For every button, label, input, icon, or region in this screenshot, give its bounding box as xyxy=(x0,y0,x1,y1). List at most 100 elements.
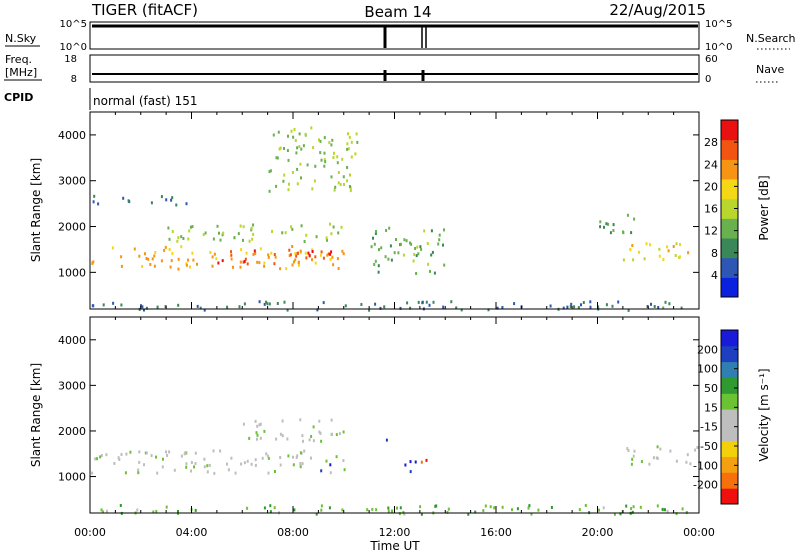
power-cell xyxy=(112,301,115,305)
velocity-cell xyxy=(259,422,262,426)
velocity-cell xyxy=(281,434,284,438)
velocity-cell xyxy=(246,506,249,510)
velocity-cell xyxy=(391,509,393,513)
velocity-ylabel: Slant Range [km] xyxy=(29,363,43,467)
velocity-cell xyxy=(302,439,304,443)
power-cell xyxy=(415,272,418,275)
power-ytick-label: 4000 xyxy=(58,129,86,142)
power-cell xyxy=(393,251,396,255)
velocity-cell xyxy=(256,433,259,437)
velocity-cell xyxy=(669,449,672,453)
velocity-cell xyxy=(267,456,270,460)
power-cell xyxy=(291,245,294,248)
power-cell xyxy=(377,270,380,274)
power-cell xyxy=(276,156,279,160)
power-cell xyxy=(320,253,322,257)
velocity-colorbar-step xyxy=(721,345,738,363)
power-cell xyxy=(239,265,242,269)
power-cell xyxy=(288,248,291,252)
power-cell xyxy=(250,228,253,232)
power-cell xyxy=(597,305,600,309)
velocity-cell xyxy=(254,463,257,467)
power-colorbar-step xyxy=(721,120,738,141)
power-cell xyxy=(289,253,292,257)
power-cell xyxy=(170,259,173,263)
velocity-cell xyxy=(261,456,264,460)
velocity-ytick-label: 3000 xyxy=(58,379,86,392)
power-cell xyxy=(313,179,316,183)
velocity-cell xyxy=(219,449,222,453)
power-cell xyxy=(443,263,446,267)
velocity-cell xyxy=(287,454,290,458)
power-cell xyxy=(297,261,300,265)
velocity-cell xyxy=(626,447,629,451)
velocity-cell xyxy=(119,504,122,507)
power-cell xyxy=(215,257,218,261)
power-cell xyxy=(667,249,670,253)
power-cell xyxy=(390,258,393,262)
power-cell xyxy=(675,242,678,246)
power-cell xyxy=(199,306,202,310)
power-cell xyxy=(212,237,215,241)
velocity-cell xyxy=(639,505,642,509)
power-cell xyxy=(230,253,233,257)
power-cell xyxy=(650,302,652,306)
power-cell xyxy=(607,222,610,226)
power-cell xyxy=(419,245,422,249)
power-cell xyxy=(203,308,206,312)
power-panel: 4000 3000 2000 1000 Slant Range [km] xyxy=(29,111,700,312)
power-cell xyxy=(176,239,179,243)
power-cell xyxy=(163,248,166,252)
power-cell xyxy=(678,255,681,259)
xtick-label: 04:00 xyxy=(176,526,208,539)
power-cell xyxy=(302,144,305,148)
velocity-colorbar-step xyxy=(721,424,738,442)
power-cell xyxy=(164,245,167,249)
velocity-cell xyxy=(99,455,102,459)
power-cell xyxy=(263,302,266,306)
power-cell xyxy=(154,251,157,254)
power-cell xyxy=(633,217,636,221)
velocity-cell xyxy=(263,506,266,510)
power-cell xyxy=(626,213,629,217)
velocity-cell xyxy=(425,458,428,462)
velocity-colorbar-tick: -100 xyxy=(693,459,718,472)
power-cell xyxy=(340,225,343,229)
velocity-cell xyxy=(578,508,581,512)
power-cell xyxy=(288,182,290,186)
freq-tick-top: 18 xyxy=(64,54,77,65)
power-colorbar-step xyxy=(721,179,738,200)
power-cell xyxy=(417,300,420,304)
power-cell xyxy=(658,247,661,251)
power-colorbar-step xyxy=(721,257,738,278)
power-cell xyxy=(399,306,402,310)
power-cell xyxy=(668,302,671,306)
power-cell xyxy=(646,305,649,308)
nsky-label: N.Sky xyxy=(5,32,37,45)
velocity-cell xyxy=(681,507,684,511)
power-cell xyxy=(185,262,188,266)
velocity-cell xyxy=(675,512,678,516)
power-cell xyxy=(138,254,141,258)
power-cell xyxy=(333,151,335,155)
power-cell xyxy=(177,303,180,307)
power-cell xyxy=(156,305,159,309)
velocity-colorbar-label: Velocity [m s⁻¹] xyxy=(757,368,771,461)
power-cell xyxy=(413,253,416,256)
power-cell xyxy=(355,132,358,136)
power-cell xyxy=(629,248,632,252)
power-cell xyxy=(630,231,633,235)
power-cell xyxy=(271,229,273,233)
velocity-cell xyxy=(299,418,302,422)
power-cell xyxy=(281,231,284,235)
power-cell xyxy=(252,232,255,236)
velocity-cell xyxy=(511,508,513,512)
power-cell xyxy=(589,305,592,309)
velocity-cell xyxy=(328,506,331,510)
velocity-cell xyxy=(420,460,423,464)
velocity-cell xyxy=(584,504,587,507)
power-cell xyxy=(428,303,431,307)
power-colorbar-tick: 4 xyxy=(711,269,718,282)
power-cell xyxy=(168,237,171,241)
power-cell xyxy=(299,162,302,166)
